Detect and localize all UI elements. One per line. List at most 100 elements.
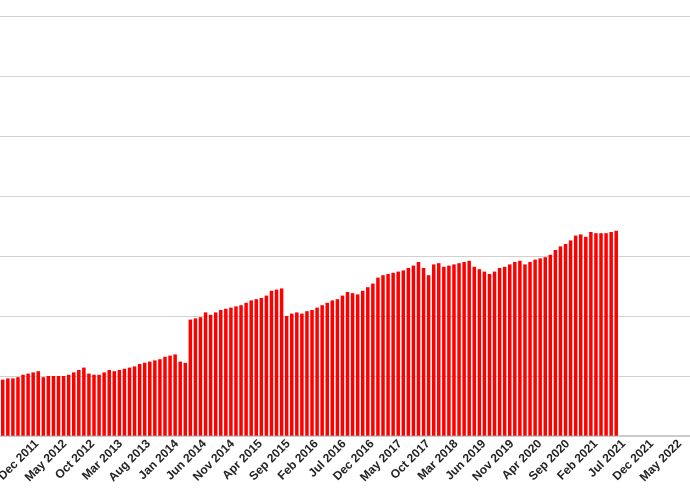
bar — [56, 376, 61, 436]
bar — [492, 271, 497, 436]
bar — [239, 305, 243, 436]
bar — [376, 277, 380, 436]
bar — [203, 312, 208, 436]
bar — [61, 376, 66, 436]
bar — [467, 260, 471, 436]
bar — [391, 272, 395, 436]
bar — [188, 319, 193, 436]
bar — [82, 367, 86, 436]
bar — [269, 290, 274, 436]
bar — [416, 262, 421, 436]
bar — [573, 235, 578, 436]
bar — [442, 266, 446, 436]
bar — [340, 295, 345, 436]
bar — [132, 366, 137, 436]
bar — [609, 232, 613, 436]
bar — [604, 233, 608, 436]
bar — [173, 354, 177, 436]
bar — [71, 372, 76, 436]
bar — [264, 295, 269, 436]
bar — [497, 268, 502, 436]
bar — [426, 275, 431, 436]
bar — [163, 356, 167, 436]
bar — [614, 230, 618, 436]
bar — [112, 371, 117, 436]
bar — [482, 271, 487, 436]
bar — [142, 362, 147, 436]
bar — [487, 274, 492, 436]
bar — [198, 317, 203, 436]
bar — [1, 379, 5, 436]
bar — [284, 316, 289, 436]
bar — [289, 313, 294, 436]
bar — [411, 265, 416, 436]
bar — [513, 262, 517, 436]
bar — [558, 246, 563, 436]
bar — [36, 371, 40, 436]
bar — [406, 268, 411, 436]
bar — [148, 361, 152, 436]
bar — [117, 370, 122, 436]
bar — [355, 294, 360, 436]
bar — [168, 355, 172, 436]
bar — [224, 308, 228, 436]
bar — [553, 250, 558, 436]
bar — [371, 283, 375, 436]
bar — [315, 307, 319, 436]
bar — [457, 263, 461, 436]
bar — [46, 376, 51, 436]
bar — [137, 364, 142, 436]
bar — [325, 302, 329, 436]
bar — [502, 266, 507, 436]
bar — [518, 260, 522, 436]
bar — [563, 244, 568, 436]
bar — [396, 271, 400, 436]
bar — [97, 374, 101, 436]
bar — [386, 274, 390, 436]
bar — [584, 236, 588, 436]
bar — [578, 234, 583, 436]
bar — [87, 373, 91, 436]
bar — [589, 232, 593, 436]
bar — [360, 290, 365, 436]
bar — [26, 373, 30, 436]
bar — [279, 288, 284, 436]
bar — [335, 299, 340, 436]
bar — [350, 293, 355, 436]
bar — [51, 376, 56, 436]
bar — [6, 378, 10, 436]
bar — [259, 298, 264, 436]
bar — [244, 302, 248, 436]
bar — [31, 372, 35, 436]
bar — [66, 374, 71, 436]
bar — [421, 268, 426, 436]
bar — [178, 361, 182, 436]
bar — [213, 312, 218, 436]
bar — [462, 262, 466, 436]
bar — [77, 370, 81, 436]
bar — [543, 257, 547, 436]
bar — [158, 359, 162, 436]
bar — [472, 266, 477, 436]
bar-series — [1, 230, 618, 436]
bar — [295, 312, 299, 436]
bar — [229, 307, 233, 436]
bar — [183, 362, 188, 436]
bar — [401, 270, 406, 436]
bar — [305, 311, 309, 436]
bar — [548, 254, 553, 436]
bar — [41, 377, 46, 436]
bar — [21, 374, 25, 436]
gridlines — [0, 16, 690, 377]
bar — [219, 310, 223, 436]
bar — [330, 300, 335, 436]
bar — [599, 233, 603, 436]
bar — [274, 289, 279, 436]
bar — [431, 264, 436, 436]
bar — [234, 306, 238, 436]
bar — [16, 377, 20, 436]
bar — [254, 299, 258, 436]
bar — [102, 372, 106, 436]
bar — [533, 259, 537, 436]
